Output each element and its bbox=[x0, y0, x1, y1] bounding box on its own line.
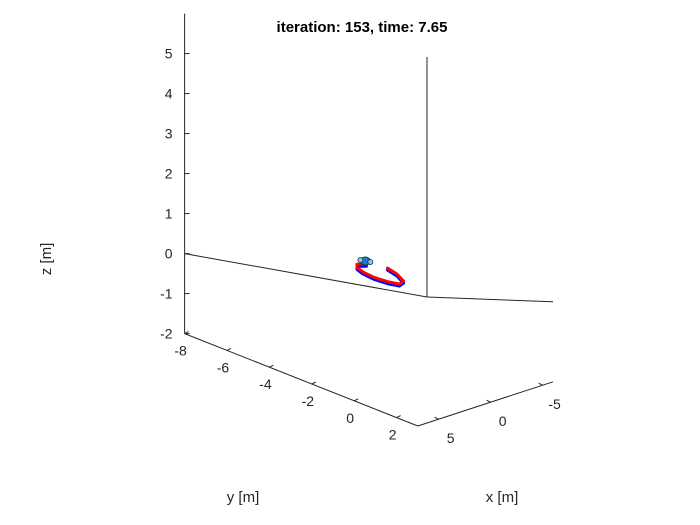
y-tick-mark bbox=[269, 364, 274, 368]
x-tick-mark bbox=[434, 416, 439, 420]
y-tick-label: -2 bbox=[302, 393, 315, 409]
y-axis-label: y [m] bbox=[227, 489, 260, 506]
axes-box bbox=[184, 13, 554, 427]
z-tick-label: 4 bbox=[165, 86, 173, 102]
vehicle-rotor bbox=[357, 257, 364, 263]
axis-ticks: -2 -1 0 1 2 3 4 5 -8 -6 -4 -2 0 2 5 0 -5 bbox=[160, 46, 561, 447]
z-tick-label: 5 bbox=[165, 46, 173, 62]
z-tick-label: 2 bbox=[165, 166, 173, 182]
z-tick-label: -2 bbox=[160, 326, 173, 342]
x-axis-line bbox=[417, 381, 554, 427]
series-lines bbox=[355, 262, 406, 288]
y-tick-label: -8 bbox=[174, 343, 187, 359]
back-edge-left bbox=[184, 253, 428, 298]
y-tick-mark bbox=[396, 415, 401, 419]
y-tick-mark bbox=[184, 331, 189, 335]
z-tick-label: 0 bbox=[165, 246, 173, 262]
y-tick-mark bbox=[353, 398, 359, 402]
back-edge-right bbox=[426, 296, 554, 303]
x-tick-label: -5 bbox=[548, 396, 561, 412]
y-tick-mark bbox=[226, 347, 232, 351]
y-tick-label: -4 bbox=[259, 376, 272, 392]
chart-title: iteration: 153, time: 7.65 bbox=[277, 19, 448, 36]
y-tick-label: -6 bbox=[217, 359, 230, 375]
x-tick-mark bbox=[538, 382, 543, 386]
x-tick-label: 5 bbox=[447, 430, 455, 446]
z-tick-label: -1 bbox=[160, 286, 173, 302]
z-tick-label: 3 bbox=[165, 126, 173, 142]
x-tick-mark bbox=[486, 399, 491, 403]
x-tick-label: 0 bbox=[499, 413, 507, 429]
actual-trajectory-line bbox=[355, 262, 406, 286]
vehicle-rotor bbox=[367, 259, 374, 265]
y-axis-line bbox=[184, 333, 418, 427]
x-axis-label: x [m] bbox=[486, 489, 519, 506]
vehicle-marker bbox=[357, 256, 374, 266]
y-tick-label: 0 bbox=[346, 410, 354, 426]
y-tick-label: 2 bbox=[389, 427, 397, 443]
z-tick-label: 1 bbox=[165, 206, 173, 222]
z-axis-label: z [m] bbox=[38, 243, 55, 276]
y-tick-mark bbox=[311, 381, 317, 385]
